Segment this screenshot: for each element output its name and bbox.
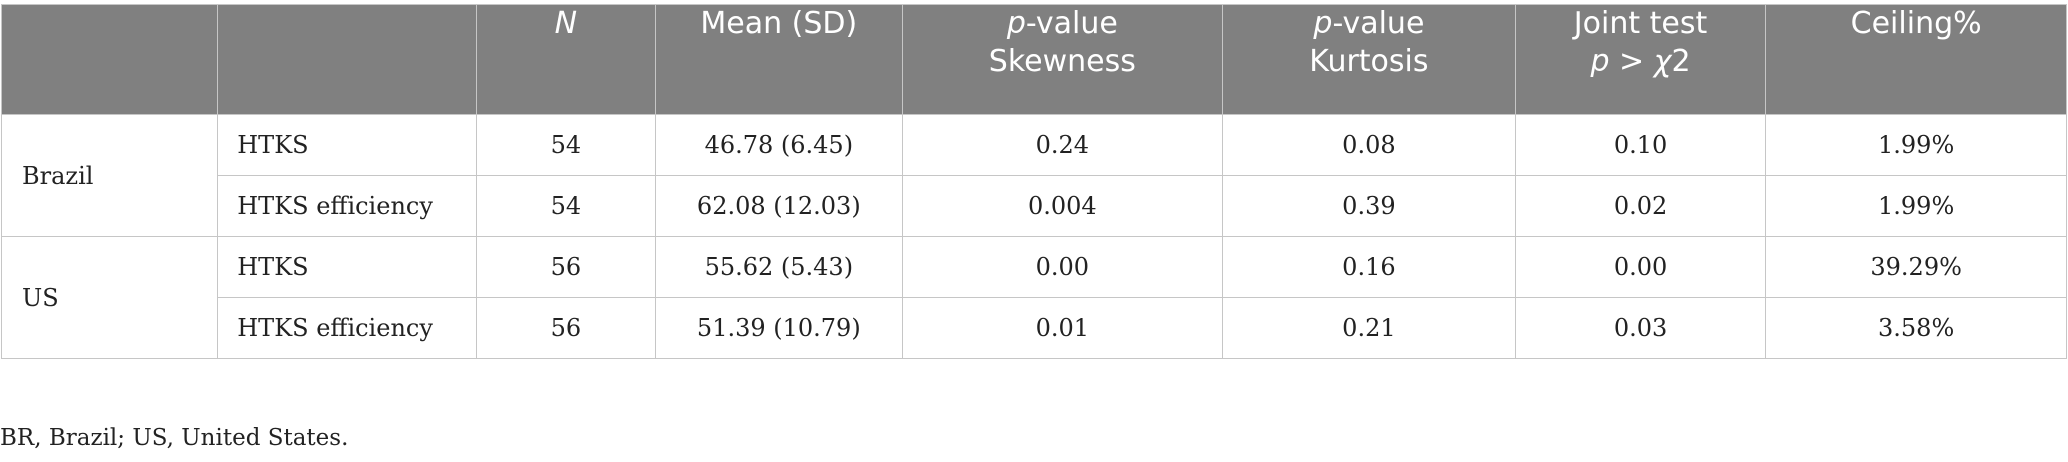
ceiling-cell: 39.29% xyxy=(1765,236,2067,298)
table-row: HTKS efficiency 54 62.08 (12.03) 0.004 0… xyxy=(2,175,2067,237)
joint-cell: 0.02 xyxy=(1514,175,1767,237)
joint-cell: 0.10 xyxy=(1514,114,1767,176)
ceiling-cell: 1.99% xyxy=(1765,114,2067,176)
table-row: US HTKS 56 55.62 (5.43) 0.00 0.16 0.00 3… xyxy=(0,236,2067,359)
joint-cell: 0.00 xyxy=(1514,236,1767,298)
measure-cell: HTKS efficiency xyxy=(217,297,477,359)
n-cell: 54 xyxy=(475,114,657,176)
measure-cell: HTKS xyxy=(217,236,477,298)
header-ceiling: Ceiling% xyxy=(1765,4,2067,115)
header-p-kurtosis-line2: Kurtosis xyxy=(1309,44,1429,79)
header-p-kurtosis-value: -value xyxy=(1332,6,1425,41)
p-kurt-cell: 0.21 xyxy=(1222,297,1516,359)
header-p-skewness-line2: Skewness xyxy=(988,44,1136,79)
p-kurt-cell: 0.08 xyxy=(1222,114,1516,176)
p-kurt-cell: 0.16 xyxy=(1222,236,1516,298)
table-row: Brazil HTKS 54 46.78 (6.45) 0.24 0.08 0.… xyxy=(0,114,2067,237)
header-p-skewness: p-value Skewness xyxy=(901,4,1224,115)
p-skew-cell: 0.00 xyxy=(901,236,1224,298)
header-joint-test-chi: χ xyxy=(1653,44,1672,79)
header-p-skewness-line1: p-value xyxy=(903,5,1222,43)
header-joint-test-p: p xyxy=(1590,44,1610,79)
header-joint-test: Joint test p > χ2 xyxy=(1514,4,1767,115)
p-kurt-cell: 0.39 xyxy=(1222,175,1516,237)
header-joint-test-gt: > xyxy=(1609,44,1654,79)
header-row: N Mean (SD) p-value Skewness p-value Kur… xyxy=(0,4,2067,115)
mean-sd-cell: 62.08 (12.03) xyxy=(655,175,903,237)
ceiling-cell: 3.58% xyxy=(1765,297,2067,359)
joint-cell: 0.03 xyxy=(1514,297,1767,359)
p-skew-cell: 0.01 xyxy=(901,297,1224,359)
n-cell: 56 xyxy=(475,297,657,359)
mean-sd-cell: 46.78 (6.45) xyxy=(655,114,903,176)
ceiling-cell: 1.99% xyxy=(1765,175,2067,237)
header-n-label: N xyxy=(554,6,578,41)
header-n: N xyxy=(475,4,657,115)
header-joint-test-line2: p > χ2 xyxy=(1516,43,1766,81)
p-skew-cell: 0.24 xyxy=(901,114,1224,176)
header-joint-test-two: 2 xyxy=(1671,44,1691,79)
header-p-kurtosis-line1: p-value xyxy=(1223,5,1515,43)
header-mean-sd: Mean (SD) xyxy=(655,4,903,115)
header-blank-measure xyxy=(217,4,477,115)
header-joint-test-line1: Joint test xyxy=(1573,6,1708,41)
header-p-kurtosis-p: p xyxy=(1313,6,1333,41)
table-row: HTKS efficiency 56 51.39 (10.79) 0.01 0.… xyxy=(2,297,2067,359)
measure-cell: HTKS xyxy=(217,114,477,176)
country-cell-brazil: Brazil xyxy=(0,114,219,237)
header-p-skewness-p: p xyxy=(1006,6,1026,41)
header-p-kurtosis: p-value Kurtosis xyxy=(1222,4,1516,115)
table-footnote: BR, Brazil; US, United States. xyxy=(0,425,349,451)
header-blank-country xyxy=(0,4,219,115)
measure-cell: HTKS efficiency xyxy=(217,175,477,237)
mean-sd-cell: 51.39 (10.79) xyxy=(655,297,903,359)
p-skew-cell: 0.004 xyxy=(901,175,1224,237)
n-cell: 54 xyxy=(475,175,657,237)
country-cell-us: US xyxy=(0,236,219,359)
statistics-table: N Mean (SD) p-value Skewness p-value Kur… xyxy=(0,4,2067,359)
mean-sd-cell: 55.62 (5.43) xyxy=(655,236,903,298)
header-p-skewness-value: -value xyxy=(1025,6,1118,41)
n-cell: 56 xyxy=(475,236,657,298)
